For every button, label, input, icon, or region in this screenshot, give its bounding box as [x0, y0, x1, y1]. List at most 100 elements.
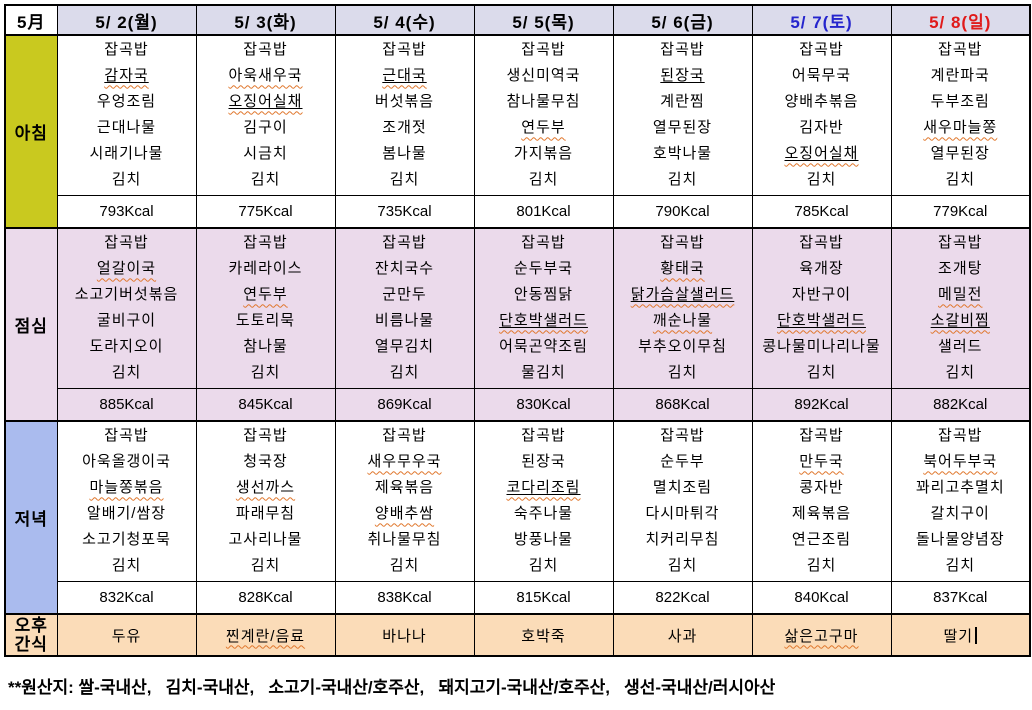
- breakfast-menu-row: 아침 잡곡밥 감자국 우엉조림 근대나물 시래기나물 김치 잡곡밥 아욱새우국 오징어실채 김구…: [4, 34, 1031, 229]
- snack-cell: 사과: [612, 613, 753, 657]
- menu-item: 잡곡밥: [104, 234, 149, 252]
- menu-item: 북어두부국: [923, 453, 998, 471]
- menu-item: 샐러드: [938, 338, 983, 356]
- menu-item: 황태국: [660, 260, 705, 278]
- menu-item: 김치: [806, 557, 837, 575]
- menu-item: 잡곡밥: [938, 234, 983, 252]
- menu-item: 어묵곤약조림: [499, 338, 588, 356]
- dinner-menu-cell: 잡곡밥 된장국 코다리조림 숙주나물 방풍나물 김치: [473, 420, 614, 582]
- menu-item: 김치: [945, 364, 976, 382]
- lunch-row-label: 점심: [4, 227, 58, 422]
- menu-item: 잡곡밥: [521, 234, 566, 252]
- menu-item: 연근조림: [791, 531, 852, 549]
- menu-item: 멸치조림: [652, 479, 713, 497]
- menu-item: 김치: [250, 364, 281, 382]
- menu-item: 잡곡밥: [938, 427, 983, 445]
- menu-item: 호박나물: [652, 145, 713, 163]
- menu-item: 만두국: [799, 453, 844, 471]
- breakfast-menu-cell: 잡곡밥 감자국 우엉조림 근대나물 시래기나물 김치: [56, 34, 197, 196]
- lunch-kcal-cell: 885Kcal: [56, 387, 197, 422]
- menu-item: 김치: [111, 557, 142, 575]
- menu-item: 가지볶음: [513, 145, 574, 163]
- menu-item: 방풍나물: [513, 531, 574, 549]
- day-header-thu: 5/ 5(목): [473, 4, 614, 36]
- menu-item: 잡곡밥: [521, 41, 566, 59]
- weekly-menu-table: 5月 5/ 2(월) 5/ 3(화) 5/ 4(수) 5/ 5(목) 5/ 6(…: [4, 4, 1031, 657]
- lunch-menu-cell: 잡곡밥 얼갈이국 소고기버섯볶음 굴비구이 도라지오이 김치: [56, 227, 197, 389]
- menu-item: 김치: [250, 557, 281, 575]
- menu-item: 잡곡밥: [799, 41, 844, 59]
- snack-row-label: 오후간식: [4, 613, 58, 657]
- day-header-fri: 5/ 6(금): [612, 4, 753, 36]
- menu-item: 잡곡밥: [660, 234, 705, 252]
- dinner-kcal-cell: 840Kcal: [751, 580, 892, 615]
- menu-item: 코다리조림: [506, 479, 581, 497]
- lunch-kcal-cell: 868Kcal: [612, 387, 753, 422]
- menu-item: 김치: [111, 171, 142, 189]
- menu-item: 조개젓: [382, 119, 427, 137]
- menu-item: 파래무침: [235, 505, 296, 523]
- menu-item: 열무김치: [374, 338, 435, 356]
- menu-item: 고사리나물: [228, 531, 303, 549]
- menu-item: 김치: [945, 171, 976, 189]
- menu-item: 순두부국: [513, 260, 574, 278]
- menu-item: 생선까스: [235, 479, 296, 497]
- menu-item: 시금치: [243, 145, 288, 163]
- menu-item: 자반구이: [791, 286, 852, 304]
- dinner-kcal-cell: 838Kcal: [334, 580, 475, 615]
- menu-item: 취나물무침: [367, 531, 442, 549]
- menu-item: 근대국: [382, 67, 427, 85]
- menu-item: 감자국: [104, 67, 149, 85]
- menu-item: 제육볶음: [791, 505, 852, 523]
- menu-item: 군만두: [382, 286, 427, 304]
- menu-item: 굴비구이: [96, 312, 157, 330]
- breakfast-menu-cell: 잡곡밥 계란파국 두부조림 새우마늘쫑 열무된장 김치: [890, 34, 1031, 196]
- dinner-kcal-cell: 832Kcal: [56, 580, 197, 615]
- menu-item: 다시마튀각: [645, 505, 720, 523]
- dinner-kcal-cell: 822Kcal: [612, 580, 753, 615]
- menu-item: 김치: [667, 557, 698, 575]
- menu-item: 잡곡밥: [521, 427, 566, 445]
- menu-item: 깨순나물: [652, 312, 713, 330]
- lunch-kcal-cell: 845Kcal: [195, 387, 336, 422]
- menu-item: 콩자반: [799, 479, 844, 497]
- menu-item: 양배추쌈: [374, 505, 435, 523]
- menu-item: 소고기버섯볶음: [74, 286, 179, 304]
- lunch-menu-cell: 잡곡밥 잔치국수 군만두 비름나물 열무김치 김치: [334, 227, 475, 389]
- header-row: 5月 5/ 2(월) 5/ 3(화) 5/ 4(수) 5/ 5(목) 5/ 6(…: [4, 4, 1031, 36]
- menu-item: 카레라이스: [228, 260, 303, 278]
- menu-item: 열무된장: [930, 145, 990, 163]
- menu-item: 잡곡밥: [660, 41, 705, 59]
- menu-item: 계란찜: [660, 93, 705, 111]
- lunch-kcal-row: 885Kcal 845Kcal 869Kcal 830Kcal 868Kcal …: [5, 387, 1031, 422]
- menu-item: 소갈비찜: [930, 312, 990, 330]
- menu-item: 단호박샐러드: [777, 312, 866, 330]
- day-header-sun: 5/ 8(일): [890, 4, 1031, 36]
- menu-item: 버섯볶음: [374, 93, 435, 111]
- dinner-kcal-cell: 828Kcal: [195, 580, 336, 615]
- menu-item: 잡곡밥: [382, 41, 427, 59]
- dinner-menu-cell: 잡곡밥 북어두부국 꽈리고추멸치 갈치구이 돌나물양념장 김치: [890, 420, 1031, 582]
- menu-item: 콩나물미나리나물: [762, 338, 881, 356]
- menu-item: 생신미역국: [506, 67, 581, 85]
- menu-item: 김치: [389, 557, 420, 575]
- dinner-menu-cell: 잡곡밥 만두국 콩자반 제육볶음 연근조림 김치: [751, 420, 892, 582]
- month-cell: 5月: [4, 4, 58, 36]
- menu-item: 순두부: [660, 453, 705, 471]
- dinner-kcal-cell: 815Kcal: [473, 580, 614, 615]
- breakfast-kcal-row: 793Kcal 775Kcal 735Kcal 801Kcal 790Kcal …: [5, 194, 1031, 229]
- menu-item: 된장국: [660, 67, 705, 85]
- menu-item: 잡곡밥: [382, 427, 427, 445]
- breakfast-menu-cell: 잡곡밥 근대국 버섯볶음 조개젓 봄나물 김치: [334, 34, 475, 196]
- menu-item: 연두부: [243, 286, 288, 304]
- menu-item: 돌나물양념장: [915, 531, 1005, 549]
- menu-item: 우엉조림: [96, 93, 157, 111]
- menu-item: 된장국: [521, 453, 566, 471]
- menu-item: 닭가슴살샐러드: [630, 286, 735, 304]
- menu-item: 어묵무국: [791, 67, 852, 85]
- lunch-menu-cell: 잡곡밥 순두부국 안동찜닭 단호박샐러드 어묵곤약조림 물김치: [473, 227, 614, 389]
- menu-item: 새우마늘쫑: [923, 119, 998, 137]
- breakfast-kcal-cell: 785Kcal: [751, 194, 892, 229]
- menu-item: 김치: [250, 171, 281, 189]
